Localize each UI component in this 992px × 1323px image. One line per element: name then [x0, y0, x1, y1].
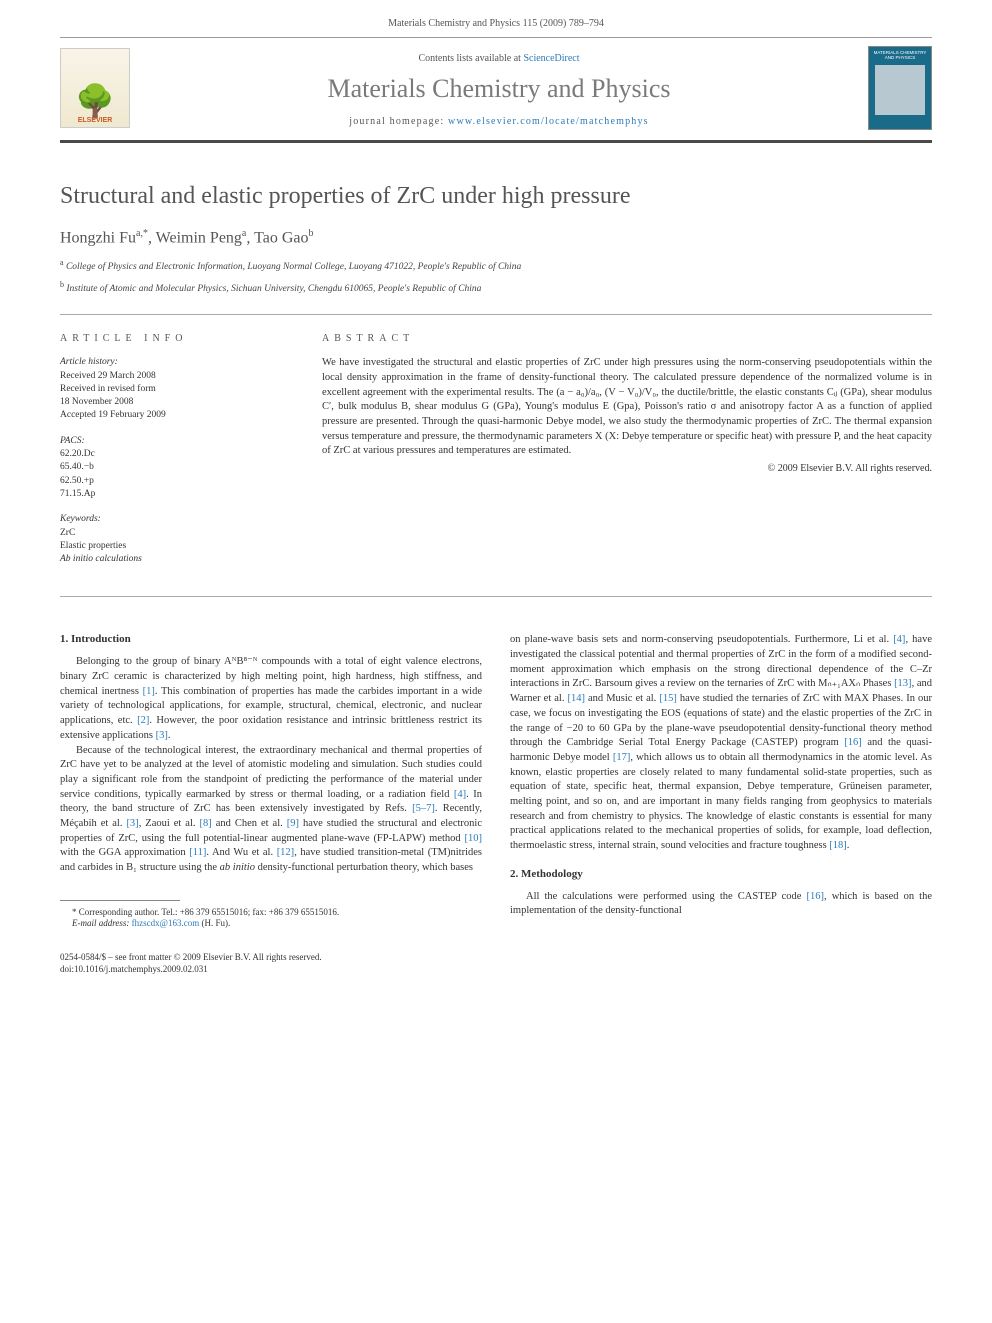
citation-link[interactable]: [11]	[189, 847, 206, 858]
article-info-sidebar: article info Article history: Received 2…	[60, 333, 290, 578]
keyword: ZrC	[60, 527, 290, 540]
footnote-rule	[60, 900, 180, 901]
contents-available-line: Contents lists available at ScienceDirec…	[130, 53, 868, 64]
info-line: Accepted 19 February 2009	[60, 409, 290, 422]
right-column: on plane-wave basis sets and norm-conser…	[510, 633, 932, 975]
author-list: Hongzhi Fua,*, Weimin Penga, Tao Gaob	[60, 228, 932, 247]
info-line: Received in revised form	[60, 383, 290, 396]
methodology-paragraph-1: All the calculations were performed usin…	[510, 890, 932, 919]
contents-prefix: Contents lists available at	[418, 53, 523, 64]
citation-link[interactable]: [12]	[277, 847, 295, 858]
journal-title: Materials Chemistry and Physics	[130, 74, 868, 104]
running-head: Materials Chemistry and Physics 115 (200…	[0, 0, 992, 37]
citation-link[interactable]: [1]	[143, 686, 155, 697]
citation-link[interactable]: [3]	[156, 730, 168, 741]
info-line: 18 November 2008	[60, 396, 290, 409]
front-matter-line: 0254-0584/$ – see front matter © 2009 El…	[60, 952, 482, 964]
citation-link[interactable]: [5–7]	[412, 803, 435, 814]
corresponding-email-link[interactable]: fhzscdx@163.com	[132, 918, 200, 928]
citation-link[interactable]: [16]	[844, 737, 862, 748]
intro-paragraph-1: Belonging to the group of binary AᴺB⁸⁻ᴺ …	[60, 655, 482, 743]
article-title: Structural and elastic properties of ZrC…	[60, 183, 932, 210]
info-abstract-row: article info Article history: Received 2…	[60, 333, 932, 578]
elsevier-tree-icon: 🌳	[75, 85, 115, 117]
publisher-name: ELSEVIER	[78, 117, 113, 124]
citation-link[interactable]: [15]	[659, 693, 677, 704]
citation-link[interactable]: [14]	[568, 693, 586, 704]
homepage-prefix: journal homepage:	[349, 116, 448, 127]
citation-link[interactable]: [3]	[126, 818, 138, 829]
keywords-block: Keywords: ZrCElastic propertiesAb initio…	[60, 513, 290, 566]
section-1-header: 1. Introduction	[60, 633, 482, 645]
history-label: Article history:	[60, 356, 290, 369]
citation-link[interactable]: [13]	[894, 678, 912, 689]
intro-continuation: on plane-wave basis sets and norm-conser…	[510, 633, 932, 853]
sciencedirect-link[interactable]: ScienceDirect	[523, 53, 579, 64]
doi-line: doi:10.1016/j.matchemphys.2009.02.031	[60, 964, 482, 976]
affiliation: a College of Physics and Electronic Info…	[60, 257, 932, 274]
info-line: 65.40.−b	[60, 461, 290, 474]
email-suffix: (H. Fu).	[199, 918, 230, 928]
affiliation: b Institute of Atomic and Molecular Phys…	[60, 279, 932, 296]
citation-link[interactable]: [17]	[613, 752, 631, 763]
keyword: Ab initio calculations	[60, 553, 290, 566]
abstract-column: abstract We have investigated the struct…	[322, 333, 932, 578]
citation-link[interactable]: [9]	[287, 818, 299, 829]
horizontal-rule	[60, 314, 932, 315]
abstract-header: abstract	[322, 333, 932, 344]
info-line: 62.50.+p	[60, 475, 290, 488]
info-line: 62.20.Dc	[60, 448, 290, 461]
email-footnote: E-mail address: fhzscdx@163.com (H. Fu).	[60, 918, 482, 930]
info-line: 71.15.Ap	[60, 488, 290, 501]
body-two-column: 1. Introduction Belonging to the group o…	[60, 633, 932, 975]
citation-link[interactable]: [4]	[454, 789, 466, 800]
masthead-center: Contents lists available at ScienceDirec…	[130, 49, 868, 127]
footer-copyright: 0254-0584/$ – see front matter © 2009 El…	[60, 952, 482, 975]
left-column: 1. Introduction Belonging to the group o…	[60, 633, 482, 975]
citation-link[interactable]: [10]	[465, 833, 483, 844]
pacs-label: PACS:	[60, 435, 290, 448]
keyword: Elastic properties	[60, 540, 290, 553]
pacs-block: PACS: 62.20.Dc65.40.−b62.50.+p71.15.Ap	[60, 435, 290, 501]
keywords-label: Keywords:	[60, 513, 290, 526]
cover-title: MATERIALS CHEMISTRY AND PHYSICS	[872, 50, 928, 61]
citation-link[interactable]: [18]	[829, 840, 847, 851]
citation-link[interactable]: [4]	[893, 634, 905, 645]
horizontal-rule	[60, 596, 932, 597]
journal-homepage-line: journal homepage: www.elsevier.com/locat…	[130, 116, 868, 127]
email-label: E-mail address:	[72, 918, 132, 928]
abstract-text: We have investigated the structural and …	[322, 356, 932, 459]
corresponding-author-footnote: * Corresponding author. Tel.: +86 379 65…	[60, 907, 482, 919]
article-info-header: article info	[60, 333, 290, 344]
publisher-logo: 🌳 ELSEVIER	[60, 48, 130, 128]
journal-homepage-link[interactable]: www.elsevier.com/locate/matchemphys	[448, 116, 649, 127]
cover-image-placeholder	[875, 65, 925, 115]
citation-link[interactable]: [8]	[199, 818, 211, 829]
journal-cover-thumbnail: MATERIALS CHEMISTRY AND PHYSICS	[868, 46, 932, 130]
abstract-copyright: © 2009 Elsevier B.V. All rights reserved…	[322, 463, 932, 474]
article-content: Structural and elastic properties of ZrC…	[0, 143, 992, 995]
info-line: Received 29 March 2008	[60, 370, 290, 383]
citation-link[interactable]: [16]	[807, 891, 825, 902]
section-2-header: 2. Methodology	[510, 868, 932, 880]
masthead: 🌳 ELSEVIER Contents lists available at S…	[60, 37, 932, 143]
intro-paragraph-2: Because of the technological interest, t…	[60, 744, 482, 876]
article-history-block: Article history: Received 29 March 2008R…	[60, 356, 290, 422]
citation-link[interactable]: [2]	[137, 715, 149, 726]
